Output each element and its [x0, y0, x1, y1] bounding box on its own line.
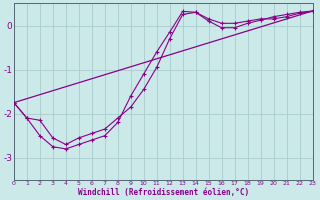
X-axis label: Windchill (Refroidissement éolien,°C): Windchill (Refroidissement éolien,°C): [78, 188, 249, 197]
